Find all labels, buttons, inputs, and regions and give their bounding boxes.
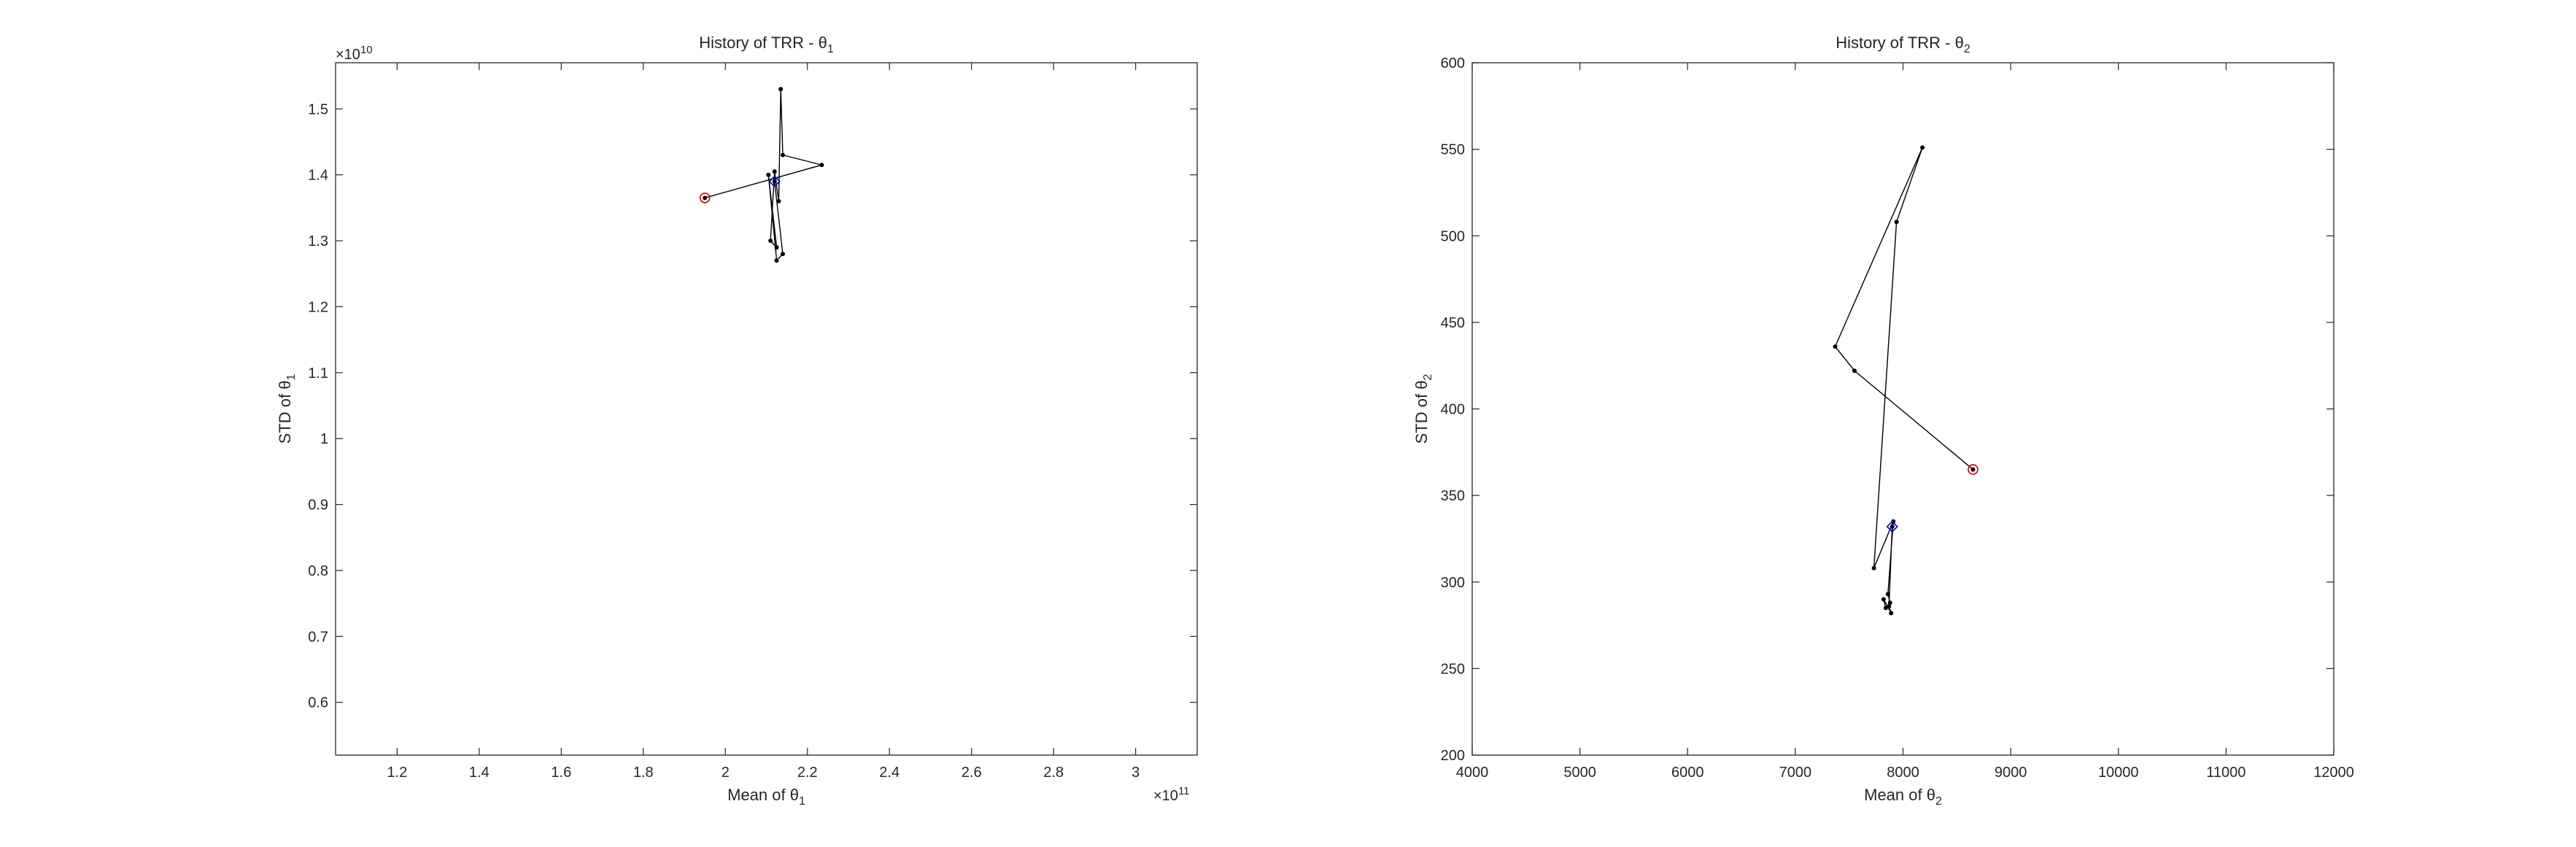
x-axis-label-subscript: 2 — [1935, 795, 1942, 808]
history-point — [1871, 565, 1876, 571]
history-point — [774, 245, 779, 250]
history-point — [1894, 220, 1899, 225]
y-axis-label-subscript: 2 — [1422, 374, 1434, 381]
x-tick-label: 2.4 — [879, 765, 900, 781]
chart-theta-2: 4000 5000 6000 7000 8000 9000 10000 11000 12000 2… — [1412, 34, 2354, 808]
y-axis-label-main: STD of θ — [1412, 381, 1431, 444]
x-tick-label: 9000 — [1995, 765, 2027, 781]
x-axis-label-main: Mean of θ — [727, 786, 799, 804]
history-point — [778, 87, 784, 92]
x-tick-label: 1.4 — [469, 765, 490, 781]
history-point — [776, 198, 781, 204]
y-tick-label: 0.8 — [308, 563, 328, 579]
end-marker — [768, 175, 781, 187]
history-point — [1970, 467, 1976, 472]
chart-theta-1: 1.2 1.4 1.6 1.8 2 2.2 2.4 2.6 2.8 30.60.70.80.911… — [276, 34, 1198, 808]
history-point — [1890, 524, 1895, 529]
y-tick-label: 1 — [320, 431, 328, 447]
y-exponent-base: ×10 — [336, 47, 360, 63]
y-tick-label: 250 — [1441, 661, 1465, 677]
history-point — [768, 239, 773, 244]
x-tick-label: 11000 — [2206, 765, 2246, 781]
x-tick-label: 2.8 — [1043, 765, 1064, 781]
history-point — [1887, 603, 1892, 608]
y-tick-label: 0.6 — [308, 695, 328, 711]
x-tick-label: 1.6 — [551, 765, 571, 781]
y-tick-label: 1.2 — [308, 299, 328, 315]
x-exponent-power: 11 — [1178, 785, 1190, 797]
x-exponent-base: ×10 — [1153, 788, 1178, 804]
history-point — [780, 252, 785, 257]
y-tick-label: 0.7 — [308, 629, 328, 645]
history-point — [1833, 344, 1838, 349]
y-tick-label: 400 — [1441, 402, 1465, 418]
y-tick-label: 1.1 — [308, 366, 328, 382]
x-tick-label: 1.2 — [387, 765, 407, 781]
end-marker — [1886, 520, 1898, 533]
history-point — [703, 196, 708, 201]
history-point — [1852, 368, 1857, 374]
start-marker — [699, 192, 711, 204]
x-tick-label: 2.2 — [797, 765, 818, 781]
history-point — [772, 179, 777, 184]
y-tick-label: 550 — [1441, 142, 1465, 158]
x-tick-label: 7000 — [1779, 765, 1812, 781]
y-tick-label: 1.4 — [308, 168, 328, 184]
x-axis-label-subscript: 1 — [799, 795, 805, 808]
y-tick-label: 350 — [1441, 488, 1465, 504]
axes-box — [335, 62, 1198, 756]
axes-box — [1471, 62, 2335, 756]
history-point — [1920, 145, 1925, 150]
y-axis-label-main: STD of θ — [276, 381, 294, 444]
y-tick-label: 1.3 — [308, 233, 328, 250]
y-tick-label: 450 — [1441, 315, 1465, 331]
x-axis-label-main: Mean of θ — [1864, 786, 1935, 804]
y-tick-label: 0.9 — [308, 498, 328, 514]
history-point — [766, 172, 771, 177]
y-tick-label: 1.5 — [308, 101, 328, 117]
history-point — [1885, 592, 1890, 597]
y-tick-label: 300 — [1441, 575, 1465, 591]
x-tick-label: 1.8 — [633, 765, 654, 781]
chart-title: History of TRR - θ2 — [1836, 34, 1970, 55]
x-axis-label: Mean of θ1 — [727, 786, 805, 808]
y-axis-label-subscript: 1 — [285, 374, 298, 381]
start-marker — [1968, 464, 1979, 475]
x-tick-label: 2 — [722, 765, 730, 781]
y-axis-label: STD of θ2 — [1412, 374, 1434, 444]
history-point — [780, 152, 785, 158]
x-tick-label: 4000 — [1456, 765, 1489, 781]
history-point — [772, 169, 777, 174]
history-point — [1891, 519, 1896, 524]
chart-title: History of TRR - θ1 — [699, 34, 834, 55]
x-axis-label: Mean of θ2 — [1864, 786, 1942, 808]
y-tick-label: 200 — [1441, 748, 1465, 764]
chart-title-main: History of TRR - θ — [1836, 34, 1964, 52]
history-point — [1889, 611, 1894, 616]
history-point — [1881, 597, 1886, 602]
x-tick-label: 5000 — [1563, 765, 1596, 781]
x-tick-label: 12000 — [2313, 765, 2354, 781]
y-tick-label: 600 — [1441, 55, 1465, 71]
history-point — [1883, 606, 1888, 611]
y-exponent-label: ×1010 — [336, 44, 373, 63]
y-axis-label: STD of θ1 — [276, 374, 298, 444]
history-point — [1887, 600, 1892, 606]
history-point — [819, 163, 824, 168]
x-tick-label: 10000 — [2098, 765, 2139, 781]
history-line — [1834, 147, 1973, 614]
y-exponent-power: 10 — [360, 44, 373, 56]
x-exponent-label: ×1011 — [1153, 785, 1190, 804]
chart-title-main: History of TRR - θ — [699, 34, 827, 52]
x-tick-label: 3 — [1132, 765, 1140, 781]
history-point — [774, 258, 779, 263]
y-tick-label: 500 — [1441, 228, 1465, 244]
x-tick-label: 2.6 — [962, 765, 982, 781]
chart-title-subscript: 1 — [827, 43, 834, 55]
chart-title-subscript: 2 — [1964, 43, 1970, 55]
x-tick-label: 8000 — [1887, 765, 1919, 781]
x-tick-label: 6000 — [1671, 765, 1704, 781]
